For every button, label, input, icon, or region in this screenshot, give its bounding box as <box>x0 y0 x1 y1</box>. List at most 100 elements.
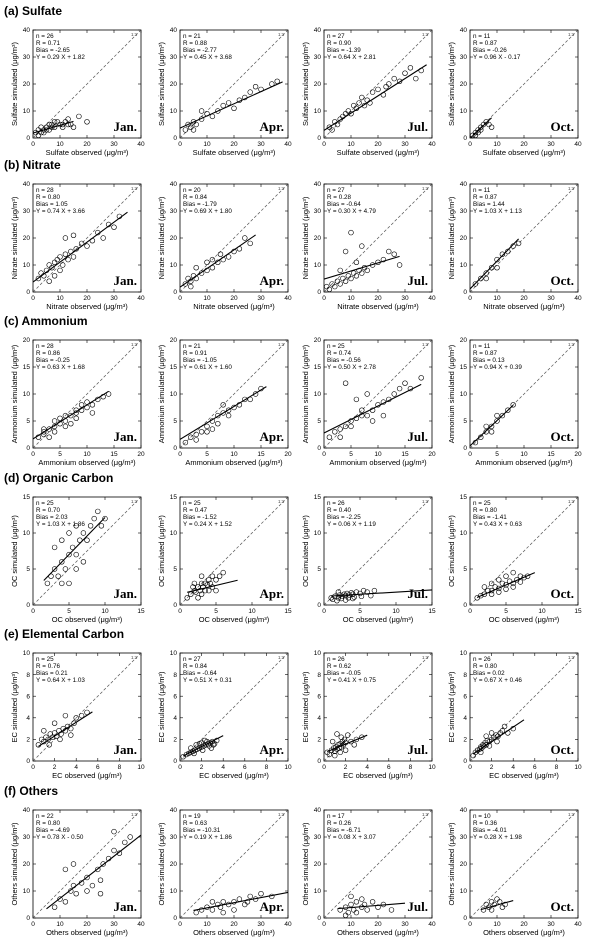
data-point <box>46 742 52 748</box>
month-label: Jan. <box>114 586 137 601</box>
data-point <box>46 278 52 284</box>
stat-line: R = 0.80 <box>36 194 60 201</box>
x-tick-label: 0 <box>31 451 35 458</box>
data-point <box>356 100 362 106</box>
data-point <box>46 262 52 268</box>
x-tick-label: 10 <box>203 295 211 302</box>
data-point <box>65 121 71 128</box>
y-axis-label: Others simulated (μg/m³) <box>10 822 19 906</box>
y-tick-label: 40 <box>314 807 322 814</box>
one-to-one-label: 1:1 <box>422 812 429 817</box>
x-tick-label: 2 <box>200 764 204 771</box>
data-point <box>209 256 216 263</box>
x-tick-label: 20 <box>230 921 238 928</box>
data-point <box>337 426 343 432</box>
y-tick-label: 40 <box>314 181 322 188</box>
x-tick-label: 20 <box>574 451 582 458</box>
data-point <box>348 901 354 908</box>
x-tick-label: 10 <box>83 451 91 458</box>
data-point <box>185 121 191 128</box>
data-point <box>369 418 376 424</box>
data-point <box>198 270 205 276</box>
data-point <box>51 566 58 572</box>
y-tick-label: 6 <box>463 693 467 700</box>
data-point <box>369 899 376 905</box>
stat-line: Bias = 0.13 <box>473 357 505 364</box>
stat-line: R = 0.80 <box>36 820 60 827</box>
data-point <box>198 907 205 913</box>
x-tick-label: 8 <box>555 764 559 771</box>
stat-line: Y = 0.51 X + 0.31 <box>183 677 232 684</box>
stat-line: n = 22 <box>36 813 54 820</box>
y-tick-label: 10 <box>314 530 322 537</box>
data-point <box>198 573 205 579</box>
data-point <box>69 544 76 551</box>
data-point <box>478 434 484 440</box>
y-tick-label: 0 <box>26 135 30 142</box>
y-tick-label: 30 <box>460 834 468 841</box>
stat-line: R = 0.40 <box>327 507 351 514</box>
month-label: Oct. <box>551 586 574 601</box>
stat-line: Bias = -2.65 <box>36 47 70 54</box>
panel-apr: 00 10 10 20 20 30 30 40 40 Others observed (μg/m³… <box>157 807 292 937</box>
month-label: Apr. <box>260 119 284 134</box>
data-point <box>418 375 424 381</box>
month-label: Oct. <box>551 273 574 288</box>
one-to-one-line <box>32 339 142 449</box>
data-point <box>100 861 106 867</box>
y-tick-label: 0 <box>463 135 467 142</box>
y-tick-label: 0 <box>26 602 30 609</box>
data-point <box>204 429 210 435</box>
one-to-one-line <box>179 496 289 606</box>
data-point <box>386 81 392 87</box>
stat-line: R = 0.88 <box>183 40 207 47</box>
x-tick-label: 10 <box>493 295 501 302</box>
data-point <box>242 901 248 908</box>
data-point <box>402 380 408 386</box>
y-tick-label: 10 <box>460 391 468 398</box>
x-axis-label: Sulfate observed (μg/m³) <box>193 148 276 157</box>
data-point <box>351 742 357 748</box>
y-tick-label: 4 <box>317 715 321 722</box>
data-point <box>193 265 199 271</box>
data-point <box>483 733 489 739</box>
stat-line: Y = 0.78 X - 0.50 <box>36 834 84 841</box>
y-tick-label: 40 <box>170 807 178 814</box>
stat-line: R = 0.26 <box>327 820 351 827</box>
stat-line: Bias = -0.64 <box>327 201 361 208</box>
stat-line: n = 21 <box>183 33 201 40</box>
stat-line: Bias = -1.79 <box>183 201 217 208</box>
data-point <box>329 738 336 745</box>
x-tick-label: 0 <box>468 295 472 302</box>
panel-jul: 00 10 10 20 20 30 30 40 40 Others observed (μg/m³… <box>301 807 436 937</box>
stat-line: R = 0.47 <box>183 507 207 514</box>
stat-line: Bias = -1.41 <box>473 514 507 521</box>
x-tick-label: 0 <box>178 764 182 771</box>
x-tick-label: 20 <box>520 141 528 148</box>
one-to-one-line <box>179 809 289 919</box>
y-tick-label: 0 <box>26 758 30 765</box>
data-point <box>62 423 69 430</box>
y-tick-label: 5 <box>26 418 30 425</box>
stat-line: n = 26 <box>36 33 54 40</box>
data-point <box>502 901 508 908</box>
x-tick-label: 20 <box>284 451 292 458</box>
y-tick-label: 0 <box>317 135 321 142</box>
x-axis-label: Ammonium observed (μg/m³) <box>38 458 136 467</box>
x-tick-label: 0 <box>178 451 182 458</box>
data-point <box>188 434 194 440</box>
data-point <box>478 592 484 599</box>
data-point <box>97 877 104 883</box>
y-tick-label: 10 <box>314 888 322 895</box>
x-tick-label: 0 <box>468 608 472 615</box>
data-point <box>364 391 370 397</box>
x-axis-label: EC observed (μg/m³) <box>52 771 122 780</box>
regression-line <box>324 255 400 280</box>
x-tick-label: 10 <box>101 608 109 615</box>
y-axis-label: EC simulated (μg/m³) <box>301 671 310 743</box>
data-point <box>407 65 414 71</box>
regression-line <box>470 117 492 138</box>
data-point <box>329 281 335 287</box>
data-point <box>353 899 360 905</box>
